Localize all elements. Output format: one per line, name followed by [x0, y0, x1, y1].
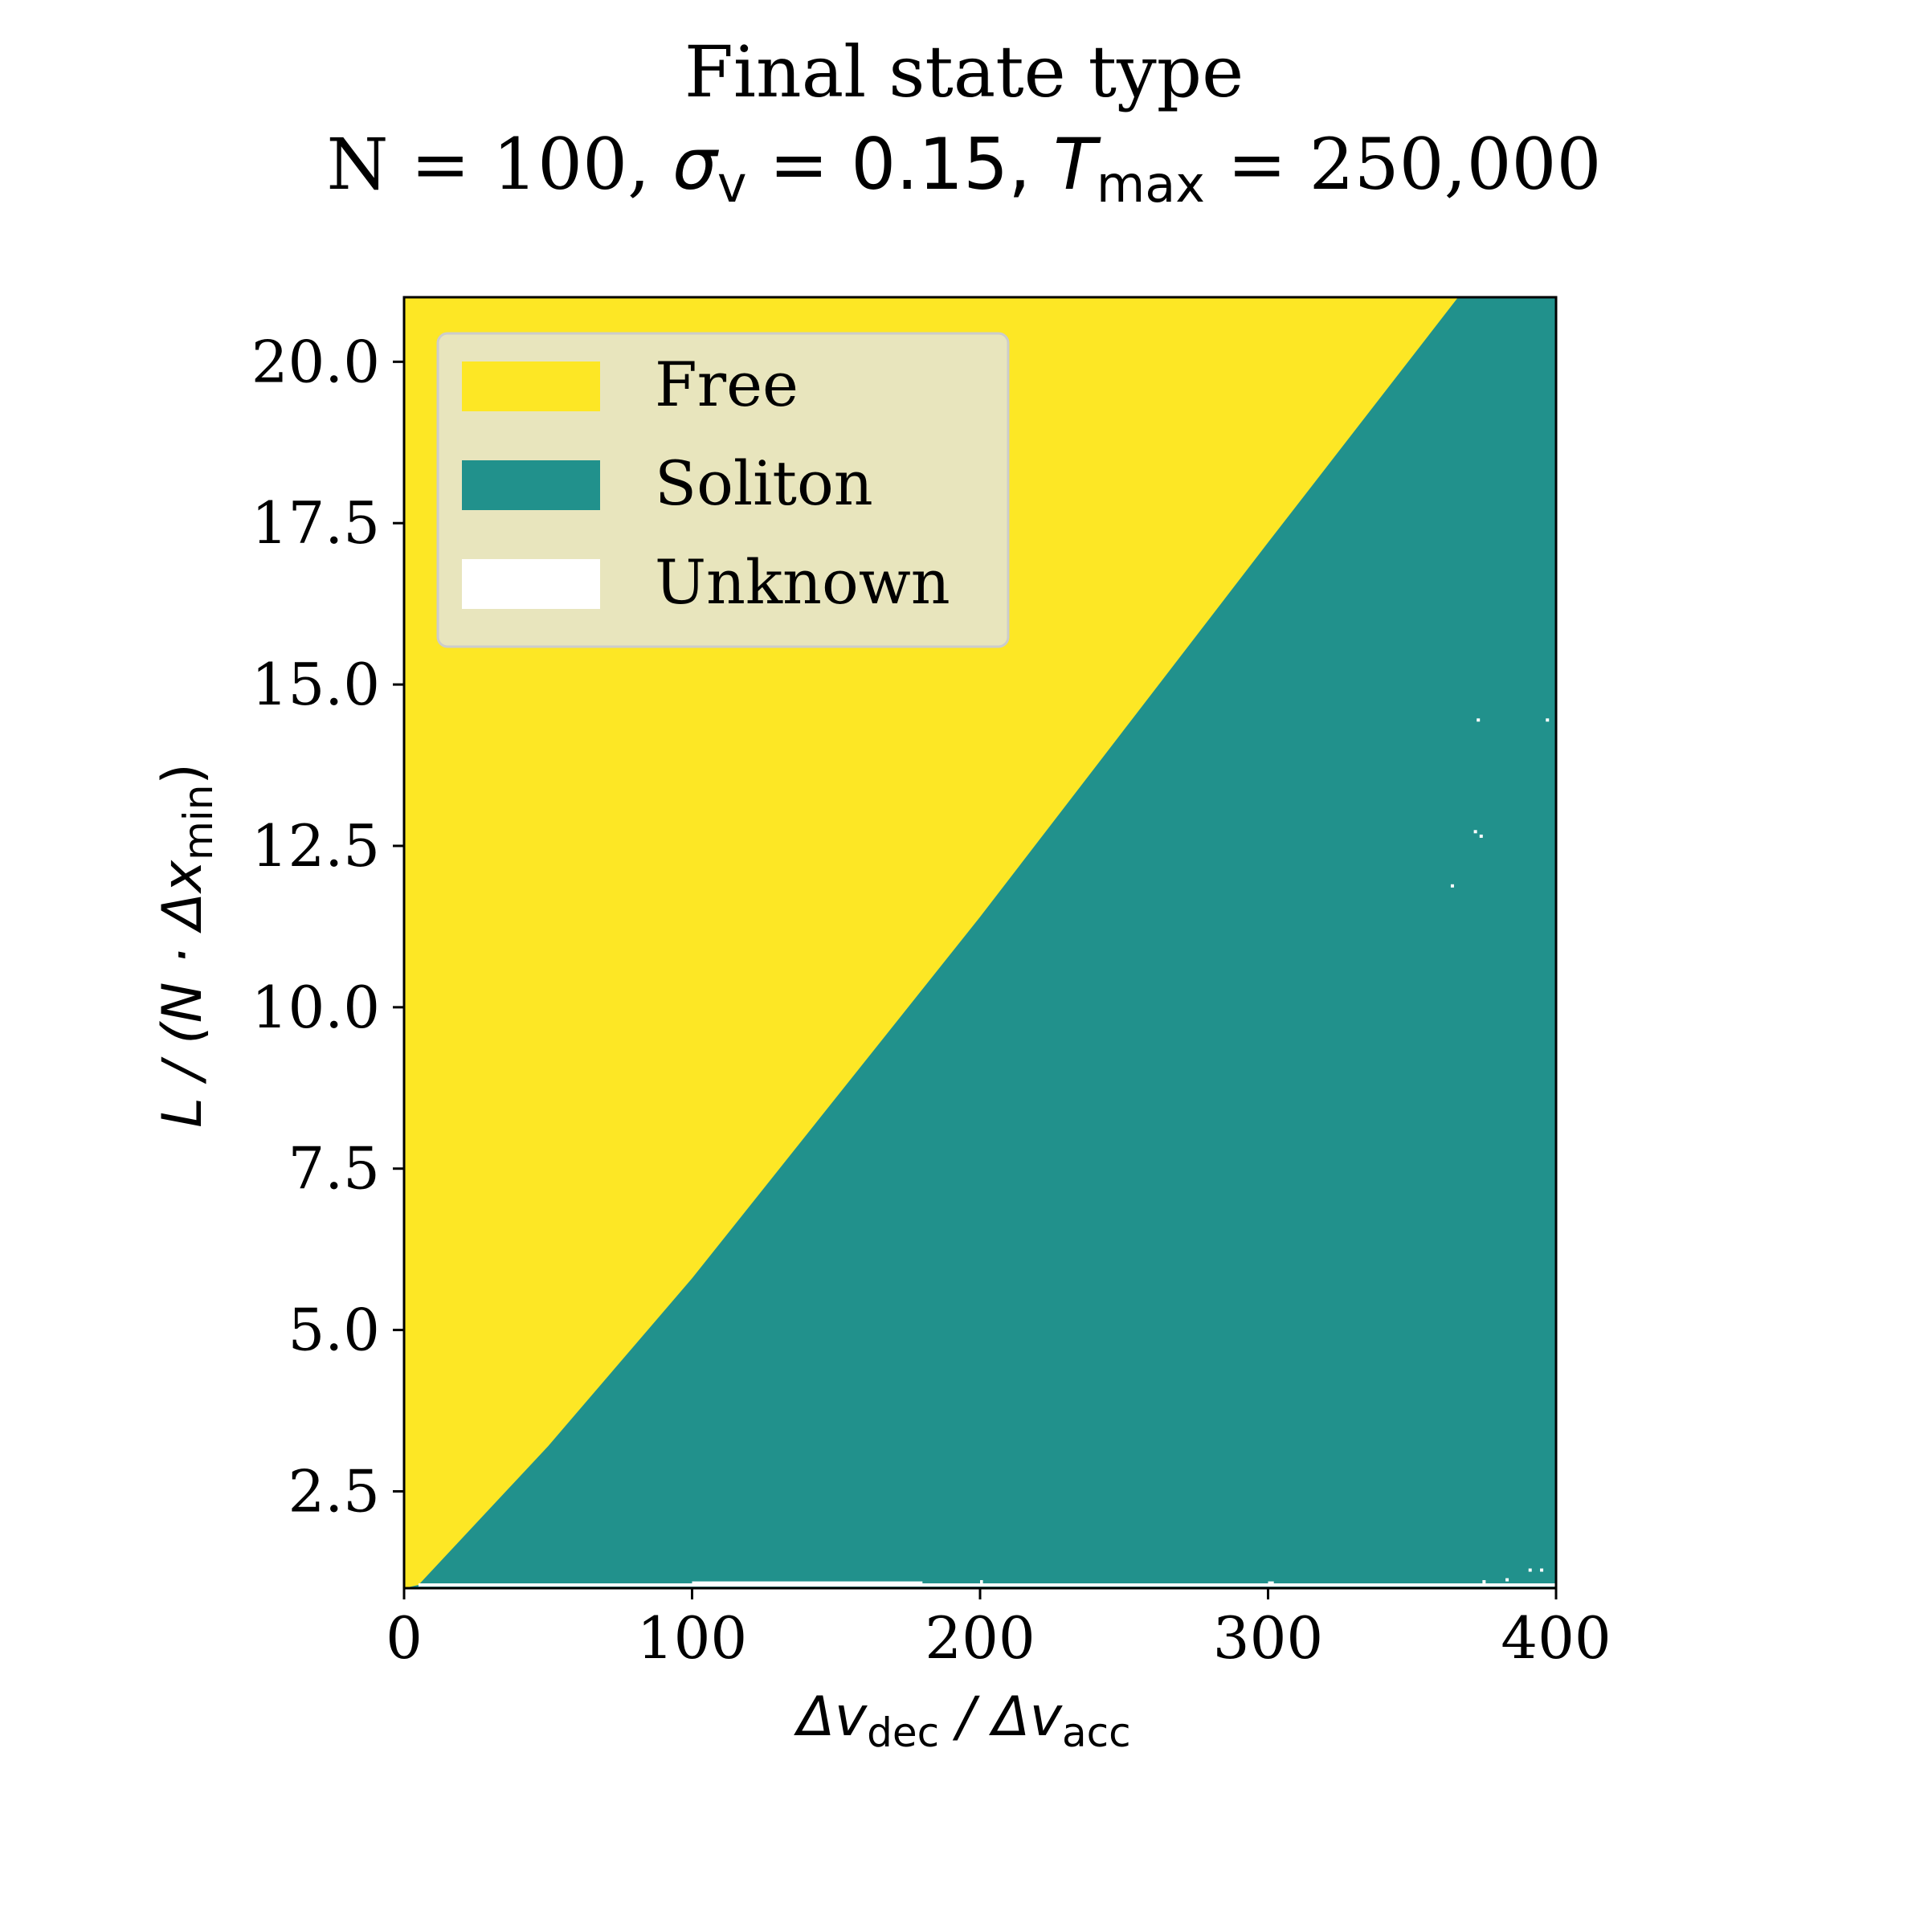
legend-label: Soliton: [655, 447, 873, 519]
y-tick-label: 12.5: [251, 812, 380, 880]
x-axis-ticks: 0 100 200 300 400: [386, 1588, 1611, 1672]
x-tick-label: 400: [1501, 1604, 1611, 1672]
legend-label: Unknown: [655, 546, 950, 618]
title-sigma: σ: [672, 123, 720, 206]
unknown-point: [1479, 834, 1483, 838]
unknown-point: [1540, 1568, 1544, 1572]
legend-swatch: [462, 559, 600, 609]
chart-title-line2: N = 100, σv = 0.15, Tmax = 250,000: [326, 123, 1601, 214]
y-tick-label: 7.5: [288, 1135, 380, 1203]
title-sigma-sub: v: [717, 155, 747, 214]
unknown-point: [1473, 830, 1477, 834]
title-tmax-eq: = 250,000: [1205, 123, 1602, 206]
x-axis-label: Δvdec / Δvacc: [793, 1685, 1130, 1756]
ylabel-part1: L / (N · Δx: [151, 860, 214, 1128]
x-tick-label: 200: [925, 1604, 1035, 1672]
xlabel-mid: / Δv: [939, 1685, 1064, 1749]
legend-swatch: [462, 361, 600, 411]
y-tick-label: 2.5: [288, 1457, 380, 1525]
unknown-point: [1482, 1579, 1486, 1583]
unknown-points: [418, 718, 1556, 1587]
soliton-region: [404, 297, 1556, 1588]
y-tick-label: 15.0: [251, 651, 380, 718]
ylabel-sub: min: [175, 785, 222, 860]
xlabel-part1: Δv: [793, 1685, 868, 1749]
title-sigma-eq: = 0.15,: [747, 123, 1054, 206]
unknown-point: [1546, 718, 1550, 722]
unknown-point: [1477, 718, 1481, 722]
unknown-bottom-strip: [418, 1583, 1556, 1587]
x-tick-label: 300: [1213, 1604, 1323, 1672]
unknown-point: [1505, 1578, 1509, 1582]
title-n: N = 100,: [326, 123, 672, 206]
legend-swatch: [462, 460, 600, 510]
title-tmax-sub: max: [1097, 155, 1205, 214]
chart-title-line1: Final state type: [684, 31, 1244, 113]
y-tick-label: 17.5: [251, 489, 380, 557]
y-tick-label: 20.0: [251, 328, 380, 395]
legend: Free Soliton Unknown: [436, 332, 1010, 648]
legend-label: Free: [655, 349, 799, 420]
ylabel-part2: ): [151, 763, 214, 785]
unknown-segment: [980, 1579, 983, 1583]
unknown-segment: [1268, 1581, 1274, 1585]
unknown-point: [1528, 1568, 1532, 1572]
x-tick-label: 100: [637, 1604, 747, 1672]
xlabel-sub2: acc: [1062, 1709, 1131, 1756]
unknown-segment: [692, 1581, 923, 1585]
y-axis-ticks: 2.5 5.0 7.5 10.0 12.5 15.0 17.5 20.0: [251, 328, 404, 1525]
y-axis-label: L / (N · Δxmin): [151, 763, 222, 1128]
y-tick-label: 10.0: [251, 974, 380, 1041]
unknown-point: [1450, 884, 1454, 888]
unknown-segment: [619, 1583, 952, 1587]
title-tmax: T: [1053, 123, 1101, 206]
x-tick-label: 0: [386, 1604, 423, 1672]
y-tick-label: 5.0: [288, 1297, 380, 1364]
xlabel-sub1: dec: [867, 1709, 939, 1756]
